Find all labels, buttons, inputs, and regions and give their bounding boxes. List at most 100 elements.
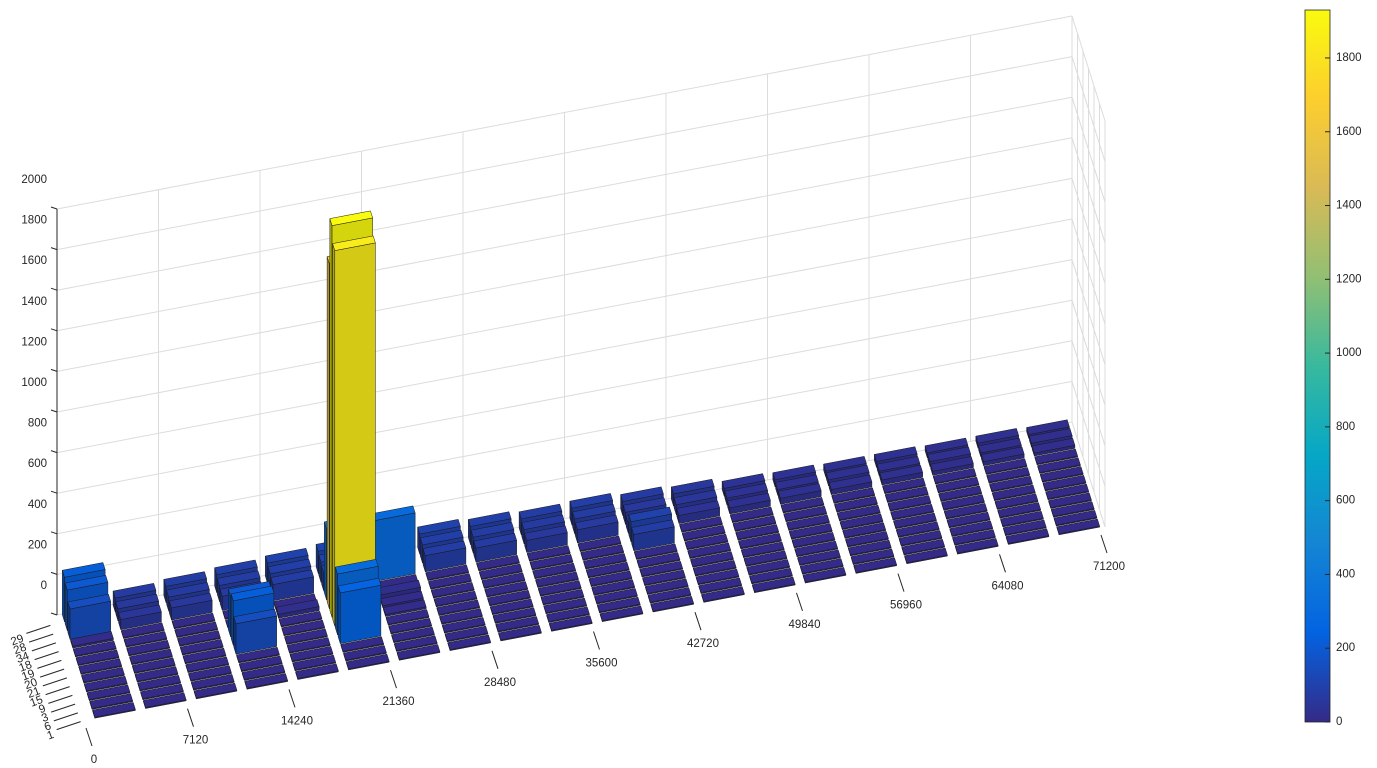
bar	[682, 525, 726, 542]
bar-left	[329, 218, 333, 618]
bar-top	[540, 589, 585, 605]
bar-top	[439, 608, 483, 624]
bar-top	[839, 513, 884, 529]
bar	[1003, 519, 1047, 537]
bar	[193, 682, 238, 700]
x-tick-label: 0	[91, 754, 97, 766]
bar	[741, 541, 785, 559]
bar-top	[538, 580, 582, 596]
bar-top	[391, 626, 435, 643]
bar-top	[112, 583, 157, 599]
bar-top	[433, 590, 478, 607]
bar-front	[374, 512, 416, 582]
bar-top	[177, 630, 221, 646]
bar-top	[137, 674, 181, 691]
bar-top	[842, 522, 886, 538]
bar	[492, 607, 537, 624]
y-tick	[34, 651, 59, 661]
bar-top	[620, 486, 664, 502]
bar-top	[690, 551, 734, 567]
bar-top	[346, 653, 390, 670]
bar-top	[572, 503, 616, 520]
bar	[992, 484, 1036, 502]
z-tick	[50, 287, 58, 291]
bar-top	[121, 622, 165, 638]
bar	[346, 653, 390, 671]
bar	[137, 674, 181, 692]
bar-top	[636, 552, 681, 568]
bar-top	[802, 567, 847, 583]
bar	[447, 634, 491, 651]
y-tick-label: 29	[9, 633, 25, 649]
bar-top	[428, 573, 472, 589]
bar-top	[727, 492, 771, 509]
bar	[241, 664, 286, 681]
bar	[941, 494, 985, 511]
bar	[337, 577, 382, 644]
bar	[930, 456, 974, 476]
bar	[444, 625, 489, 643]
bar-top	[1026, 419, 1070, 435]
bar	[896, 521, 940, 538]
bar-top	[1042, 475, 1087, 491]
bar	[591, 579, 635, 596]
bar-top	[535, 571, 579, 587]
bar	[831, 487, 875, 504]
bar-top	[340, 636, 384, 652]
bar	[543, 597, 587, 615]
x-tick	[491, 650, 499, 669]
bar-top	[885, 486, 929, 502]
bar	[535, 571, 579, 588]
bar-top	[794, 540, 838, 557]
bar	[78, 658, 122, 675]
x-tick-label: 14240	[281, 715, 313, 727]
bar	[126, 639, 170, 657]
bar	[986, 467, 1030, 484]
bar-top	[944, 503, 988, 519]
bar-top	[270, 569, 314, 585]
bar-top	[831, 487, 875, 503]
bar	[428, 573, 472, 590]
bar	[842, 522, 886, 539]
bar	[1051, 501, 1095, 518]
bar-top	[473, 532, 517, 549]
bar	[687, 542, 731, 559]
bar-top	[879, 464, 923, 481]
bar	[983, 458, 1028, 475]
bar	[738, 532, 782, 550]
colorbar-tick-label: 1600	[1336, 126, 1362, 138]
bar-top	[481, 572, 526, 588]
bar	[690, 551, 734, 568]
bar	[284, 628, 328, 645]
bar-top	[586, 561, 630, 578]
z-tick	[50, 328, 58, 332]
bar-top	[394, 635, 438, 651]
x-tick-label: 56960	[890, 600, 922, 612]
bar-top	[129, 648, 173, 665]
bar	[383, 599, 427, 617]
bar	[1005, 528, 1050, 545]
bar-top	[775, 474, 819, 490]
bar	[233, 608, 277, 655]
bar-top	[289, 646, 334, 662]
bar	[479, 563, 523, 581]
bar	[1056, 518, 1100, 536]
bar	[174, 621, 218, 638]
bar	[944, 503, 988, 520]
bar	[89, 693, 133, 710]
z-tick-label: 200	[28, 539, 47, 551]
bar	[343, 645, 387, 662]
bar	[123, 631, 168, 648]
bar	[594, 588, 638, 605]
y-tick-label: 15	[29, 694, 45, 710]
bar	[484, 581, 528, 598]
bar-top	[575, 514, 619, 531]
bar	[839, 513, 884, 530]
y-tick	[31, 642, 57, 652]
z-tick-label: 1200	[21, 336, 47, 348]
bar	[278, 611, 323, 628]
bar	[645, 578, 689, 595]
bar-top	[166, 582, 210, 598]
bar-top	[1051, 501, 1095, 517]
z-tick-label: 600	[28, 458, 47, 470]
